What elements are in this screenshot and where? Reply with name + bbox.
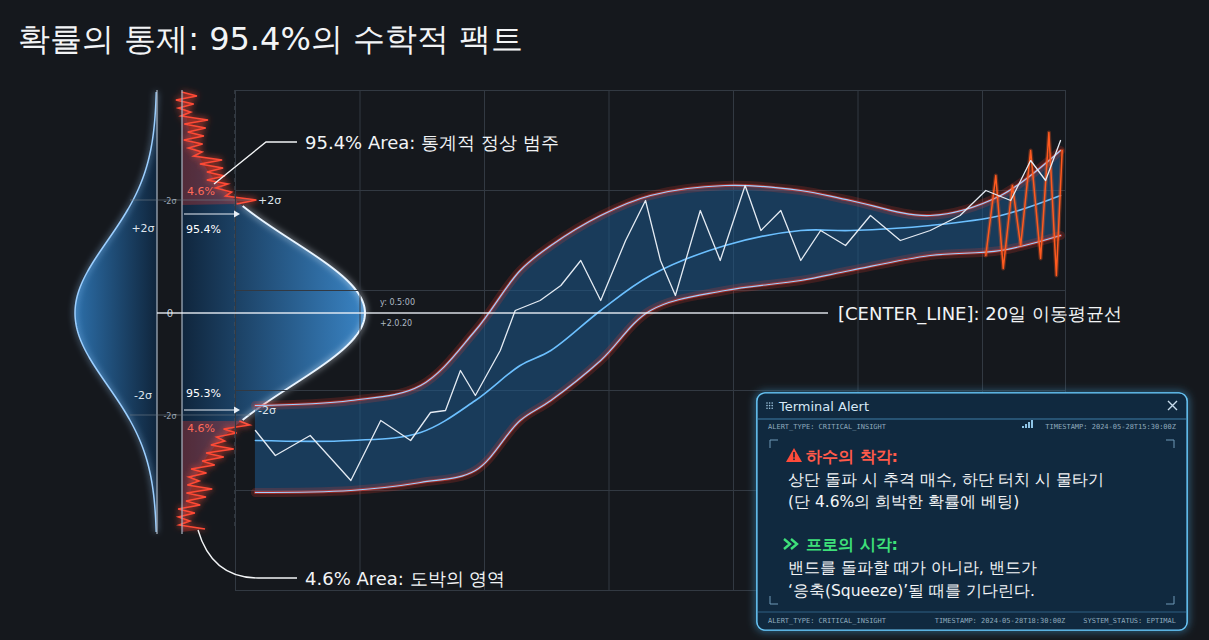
svg-text:[CENTER_LINE]: 20일 이동평균선: [CENTER_LINE]: 20일 이동평균선 [838, 303, 1122, 325]
svg-text:4.6% Area: 도박의 영역: 4.6% Area: 도박의 영역 [305, 568, 505, 589]
svg-text:+2.0.20: +2.0.20 [380, 319, 412, 328]
svg-text:0: 0 [166, 308, 174, 319]
svg-text:Terminal Alert: Terminal Alert [778, 399, 869, 414]
svg-text:-2σ: -2σ [163, 197, 176, 206]
svg-text:‘응축(Squeeze)’될 때를 기다린다.: ‘응축(Squeeze)’될 때를 기다린다. [788, 582, 1035, 600]
svg-text:95.4%: 95.4% [186, 223, 221, 236]
svg-text:-2σ: -2σ [163, 412, 176, 421]
svg-text:SYSTEM_STATUS: EPTIMAL: SYSTEM_STATUS: EPTIMAL [1083, 617, 1176, 625]
svg-text:(단 4.6%의 희박한 확률에 베팅): (단 4.6%의 희박한 확률에 베팅) [788, 493, 1019, 511]
svg-text:확률의 통제: 95.4%의 수학적 팩트: 확률의 통제: 95.4%의 수학적 팩트 [18, 20, 523, 58]
svg-text:-2σ: -2σ [258, 404, 276, 417]
svg-text:+2σ: +2σ [131, 222, 154, 235]
svg-text:상단 돌파 시 추격 매수, 하단 터치 시 물타기: 상단 돌파 시 추격 매수, 하단 터치 시 물타기 [788, 471, 1104, 489]
svg-text:ALERT_TYPE: CRITICAL_INSIGHT: ALERT_TYPE: CRITICAL_INSIGHT [768, 423, 887, 431]
svg-text:+2σ: +2σ [258, 194, 281, 207]
svg-text:4.6%: 4.6% [187, 422, 215, 435]
svg-text:95.4% Area: 통계적 정상 범주: 95.4% Area: 통계적 정상 범주 [305, 132, 559, 153]
svg-text:프로의 시각:: 프로의 시각: [806, 535, 898, 554]
svg-text:TIMESTAMP: 2024-05-28T15:30:00: TIMESTAMP: 2024-05-28T15:30:00Z [1045, 423, 1176, 431]
svg-text:ALERT_TYPE: CRITICAL_INSIGHT: ALERT_TYPE: CRITICAL_INSIGHT [768, 617, 887, 625]
svg-text:밴드를 돌파할 때가 아니라, 밴드가: 밴드를 돌파할 때가 아니라, 밴드가 [788, 559, 1037, 577]
svg-text:TIMESTAMP: 2024-05-28T18:30:00: TIMESTAMP: 2024-05-28T18:30:00Z [935, 617, 1066, 625]
svg-text:95.3%: 95.3% [186, 387, 221, 400]
svg-text:4.6%: 4.6% [187, 185, 215, 198]
svg-text:하수의 착각:: 하수의 착각: [806, 447, 898, 466]
svg-text:y: 0.5:00: y: 0.5:00 [380, 298, 415, 307]
svg-text:-2σ: -2σ [134, 389, 152, 402]
